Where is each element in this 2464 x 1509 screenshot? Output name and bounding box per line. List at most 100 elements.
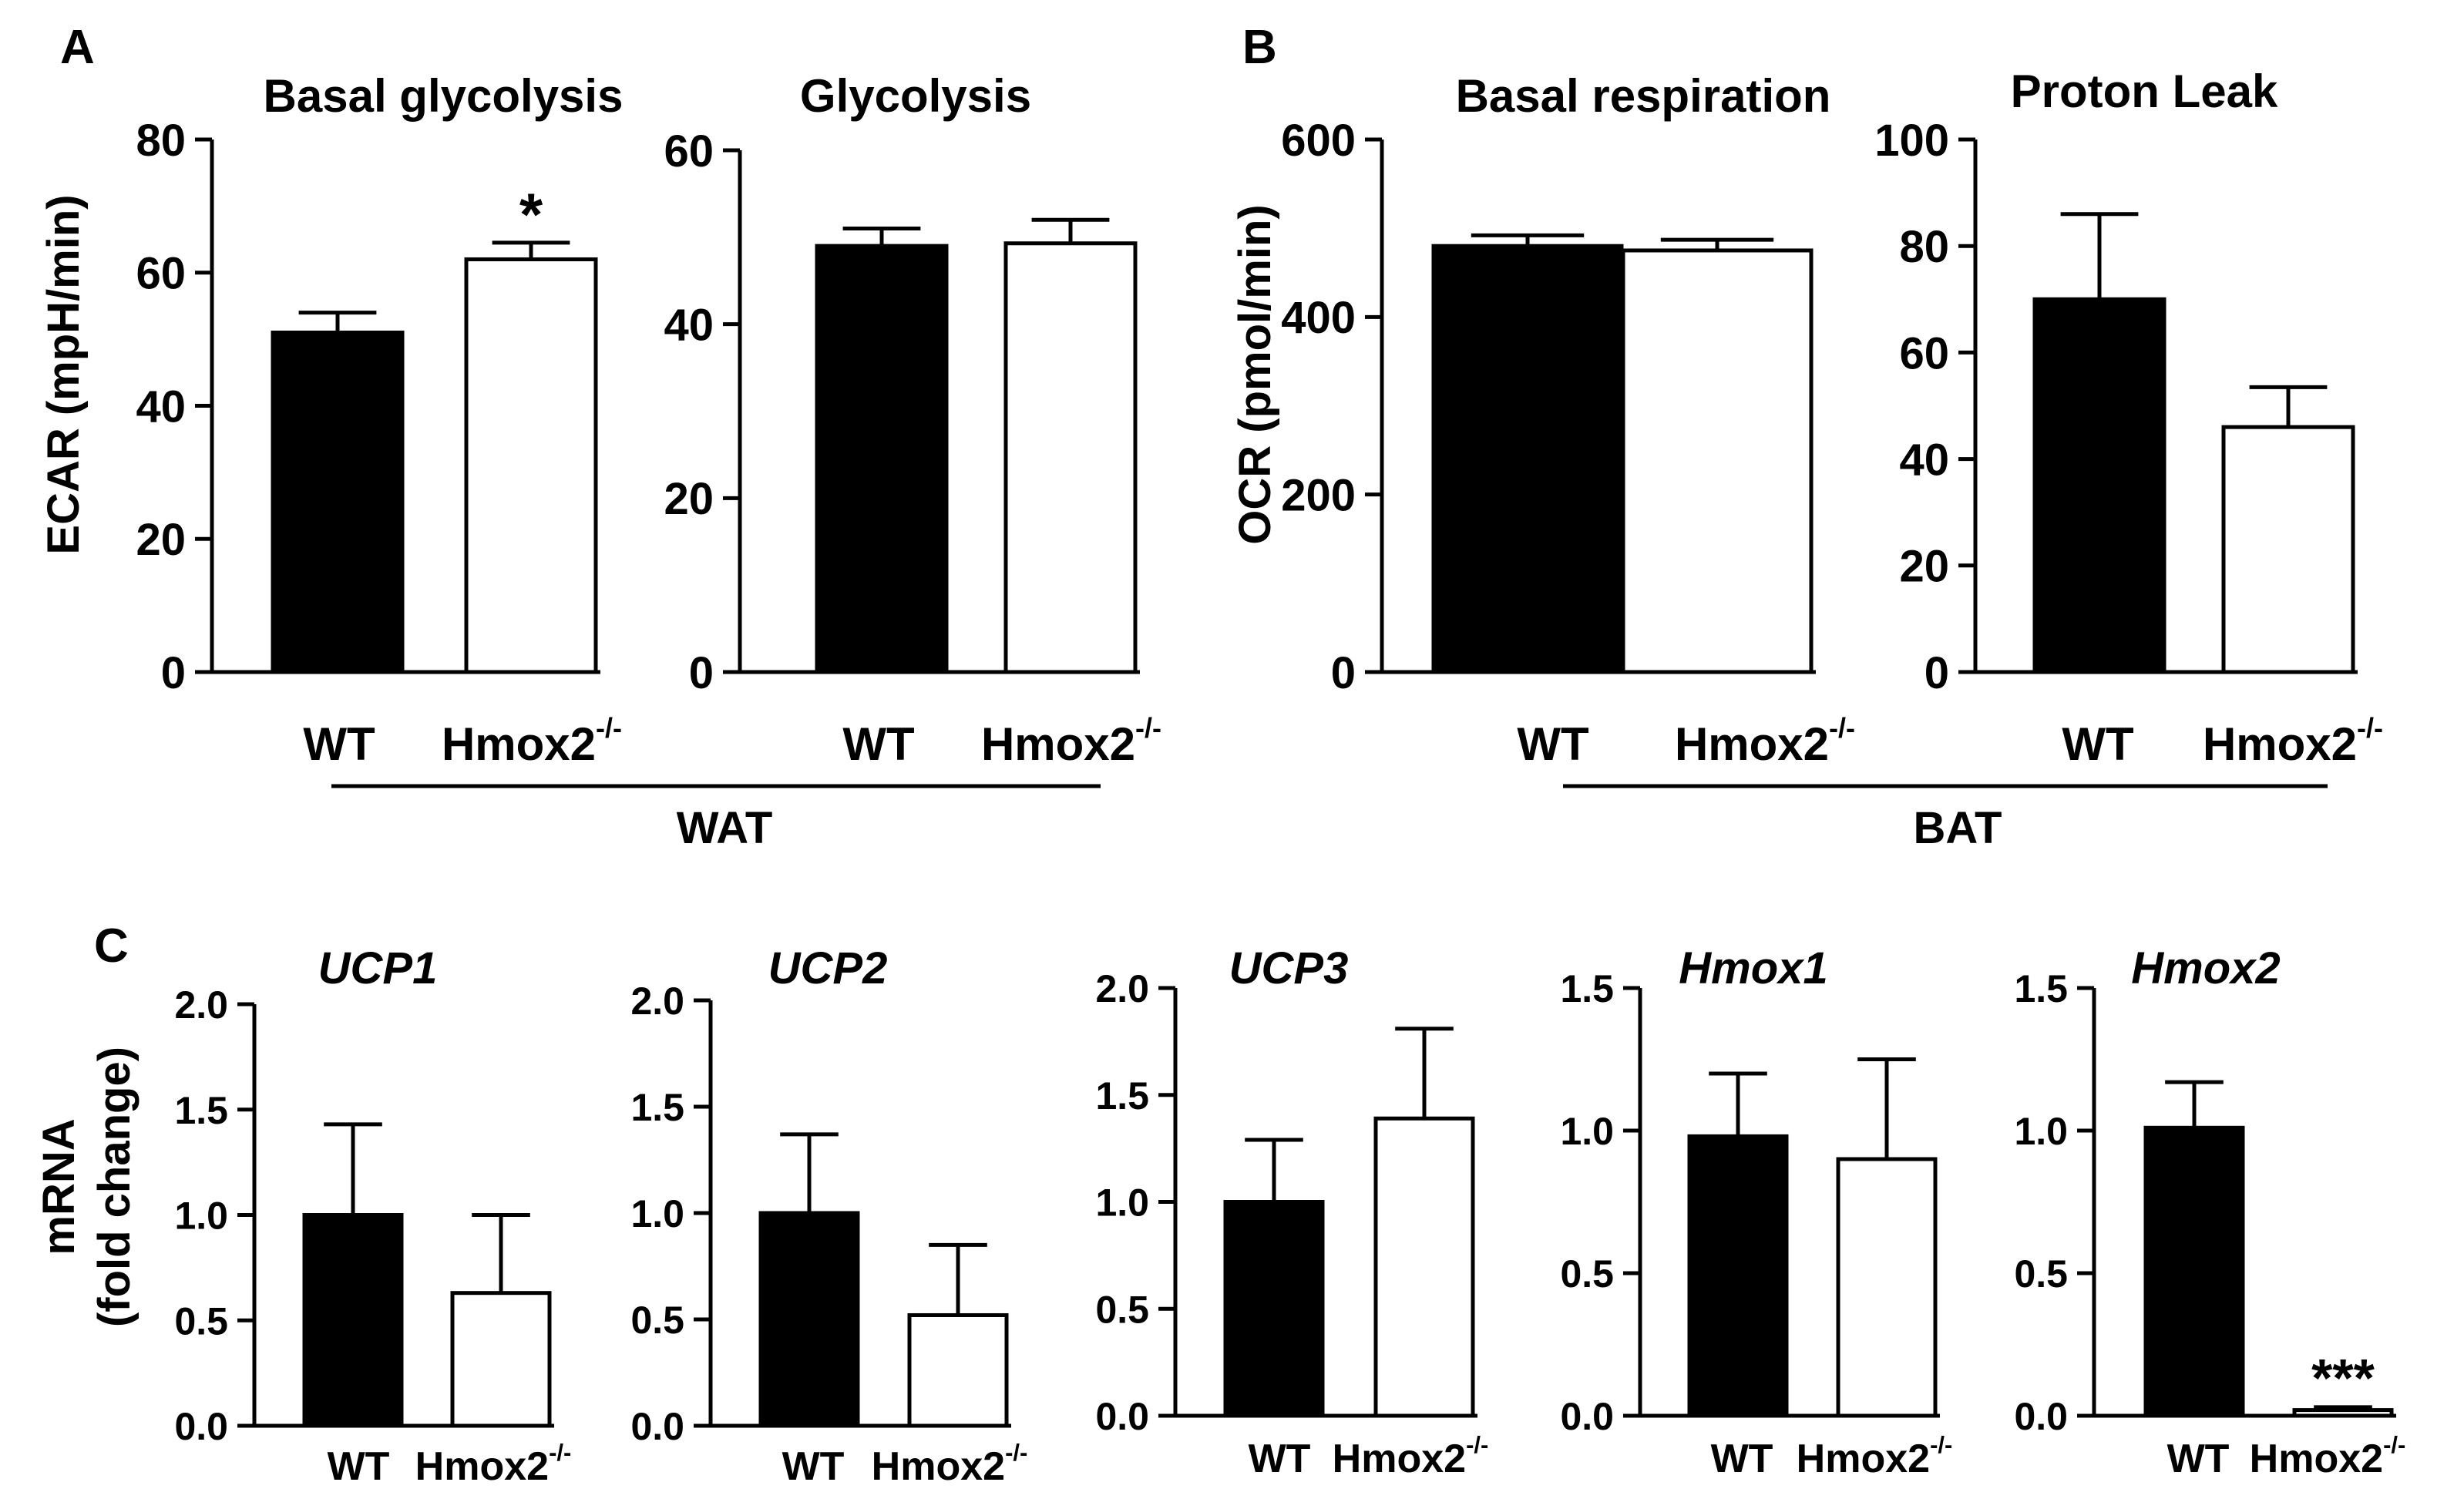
- x-label-hmox2-superscript: -/-: [1005, 1439, 1027, 1466]
- y-tick-label: 2.0: [1095, 967, 1149, 1010]
- x-label-wt: WT: [1517, 718, 1588, 770]
- bar-wt: [1431, 244, 1624, 674]
- x-label-hmox2: Hmox2-/-: [442, 712, 622, 770]
- chart-a1: 0 20 40 60 80 WT * Hmox2-/- Basal glycolysis: [136, 70, 623, 770]
- y-tick-label: 80: [136, 116, 186, 166]
- significance-marker: *: [519, 180, 543, 248]
- y-tick-label: 0.5: [1560, 1252, 1614, 1296]
- y-tick-label: 0: [689, 648, 714, 698]
- x-label-wt: WT: [782, 1444, 845, 1489]
- y-tick-label: 0.5: [630, 1299, 684, 1342]
- y-tick-label: 1.0: [630, 1192, 684, 1235]
- bar-hmox2-ko: [1836, 1157, 1938, 1418]
- bar-hmox2-ko: [1621, 248, 1814, 674]
- chart-c3: 0.0 0.5 1.0 1.5 2.0 WT Hmox2-/- UCP3: [1095, 943, 1488, 1481]
- bar-hmox2-ko: [907, 1312, 1009, 1428]
- x-label-hmox2-base: Hmox2: [872, 1444, 1005, 1489]
- y-tick-label: 1.0: [174, 1195, 228, 1238]
- y-tick-label: 20: [664, 474, 714, 524]
- x-label-hmox2-superscript: -/-: [549, 1439, 571, 1466]
- bar-wt: [1223, 1200, 1325, 1418]
- x-label-hmox2: Hmox2-/-: [872, 1439, 1028, 1489]
- bar-wt: [2143, 1125, 2245, 1418]
- chart-c4: 0.0 0.5 1.0 1.5 WT Hmox2-/- Hmox1: [1560, 943, 1952, 1481]
- y-tick-label: 1.5: [174, 1089, 228, 1132]
- bar-hmox2-ko: [1003, 241, 1138, 674]
- y-tick-label: 0.5: [2014, 1252, 2068, 1296]
- x-label-hmox2: Hmox2-/-: [981, 712, 1161, 770]
- x-label-hmox2: Hmox2-/-: [415, 1439, 572, 1489]
- bar-hmox2-ko: [2221, 425, 2355, 674]
- y-tick-label: 60: [664, 126, 714, 176]
- ylabel-mrna-line2: (fold change): [89, 1047, 140, 1327]
- y-tick-label: 80: [1899, 222, 1949, 272]
- bar-wt: [271, 330, 405, 674]
- x-label-hmox2-base: Hmox2: [2203, 718, 2357, 770]
- y-tick-label: 600: [1281, 116, 1356, 166]
- y-tick-label: 0.0: [1560, 1395, 1614, 1438]
- x-label-wt: WT: [2167, 1437, 2230, 1481]
- significance-marker: ***: [2311, 1348, 2375, 1408]
- x-label-hmox2-base: Hmox2: [442, 718, 596, 770]
- x-label-wt: WT: [2062, 718, 2133, 770]
- y-tick-label: 0.5: [1095, 1288, 1149, 1331]
- x-label-hmox2: Hmox2-/-: [2250, 1431, 2406, 1481]
- x-label-hmox2-base: Hmox2: [1675, 718, 1829, 770]
- x-label-hmox2: Hmox2-/-: [1797, 1431, 1953, 1481]
- y-tick-label: 2.0: [630, 980, 684, 1023]
- chart-title: UCP1: [318, 943, 438, 993]
- x-label-hmox2-superscript: -/-: [1135, 712, 1161, 744]
- chart-title: Proton Leak: [2011, 66, 2278, 117]
- ylabel-mrna: mRNA (fold change): [34, 1047, 140, 1327]
- y-tick-label: 40: [1899, 435, 1949, 485]
- y-tick-label: 0.0: [2014, 1395, 2068, 1438]
- x-label-hmox2: Hmox2-/-: [2203, 712, 2383, 770]
- y-tick-label: 20: [136, 515, 186, 565]
- bat-group-label: BAT: [1914, 803, 2002, 853]
- y-tick-label: 0.0: [630, 1405, 684, 1448]
- chart-title: UCP2: [768, 943, 888, 993]
- x-label-wt: WT: [1249, 1437, 1311, 1481]
- y-tick-label: 40: [664, 301, 714, 351]
- y-tick-label: 60: [1899, 328, 1949, 378]
- bar-wt: [1687, 1134, 1789, 1418]
- x-label-hmox2-base: Hmox2: [415, 1444, 549, 1489]
- y-tick-label: 20: [1899, 542, 1949, 592]
- x-label-hmox2-base: Hmox2: [1797, 1437, 1930, 1481]
- panel-letter-b: B: [1242, 21, 1277, 74]
- x-label-hmox2-base: Hmox2: [981, 718, 1135, 770]
- x-label-hmox2-base: Hmox2: [1333, 1437, 1466, 1481]
- y-tick-label: 40: [136, 381, 186, 432]
- panel-letter-c: C: [94, 919, 129, 973]
- y-tick-label: 200: [1281, 471, 1356, 521]
- bar-wt: [815, 244, 949, 674]
- y-tick-label: 0.0: [174, 1405, 228, 1448]
- chart-c2: 0.0 0.5 1.0 1.5 2.0 WT Hmox2-/- UCP2: [630, 943, 1027, 1489]
- ylabel-ocr: OCR (pmol/min): [1230, 204, 1280, 544]
- x-label-wt: WT: [1711, 1437, 1773, 1481]
- y-tick-label: 1.0: [1095, 1181, 1149, 1225]
- x-label-hmox2-superscript: -/-: [1930, 1431, 1952, 1458]
- chart-title: Hmox1: [1679, 943, 1827, 993]
- y-tick-label: 60: [136, 249, 186, 299]
- bar-hmox2-ko: [2292, 1408, 2394, 1418]
- x-label-hmox2: Hmox2-/-: [1333, 1431, 1489, 1481]
- chart-title: Glycolysis: [800, 70, 1031, 122]
- x-label-hmox2: Hmox2-/-: [1675, 712, 1855, 770]
- ylabel-ecar: ECAR (mpH/min): [39, 194, 89, 554]
- bar-wt: [302, 1213, 404, 1428]
- panel-letter-a: A: [60, 21, 95, 74]
- y-tick-label: 1.5: [1095, 1074, 1149, 1117]
- x-label-hmox2-superscript: -/-: [2357, 712, 2383, 744]
- bar-hmox2-ko: [450, 1291, 552, 1428]
- bar-wt: [758, 1211, 860, 1428]
- y-tick-label: 0.5: [174, 1299, 228, 1343]
- bar-hmox2-ko: [1373, 1116, 1475, 1418]
- chart-title: Basal respiration: [1456, 70, 1831, 122]
- y-tick-label: 1.5: [630, 1086, 684, 1129]
- chart-b1: 0 200 400 600 WT Hmox2-/- Basal respiration: [1281, 70, 1855, 770]
- x-label-hmox2-superscript: -/-: [1466, 1431, 1488, 1458]
- y-tick-label: 400: [1281, 293, 1356, 343]
- x-label-wt: WT: [842, 718, 914, 770]
